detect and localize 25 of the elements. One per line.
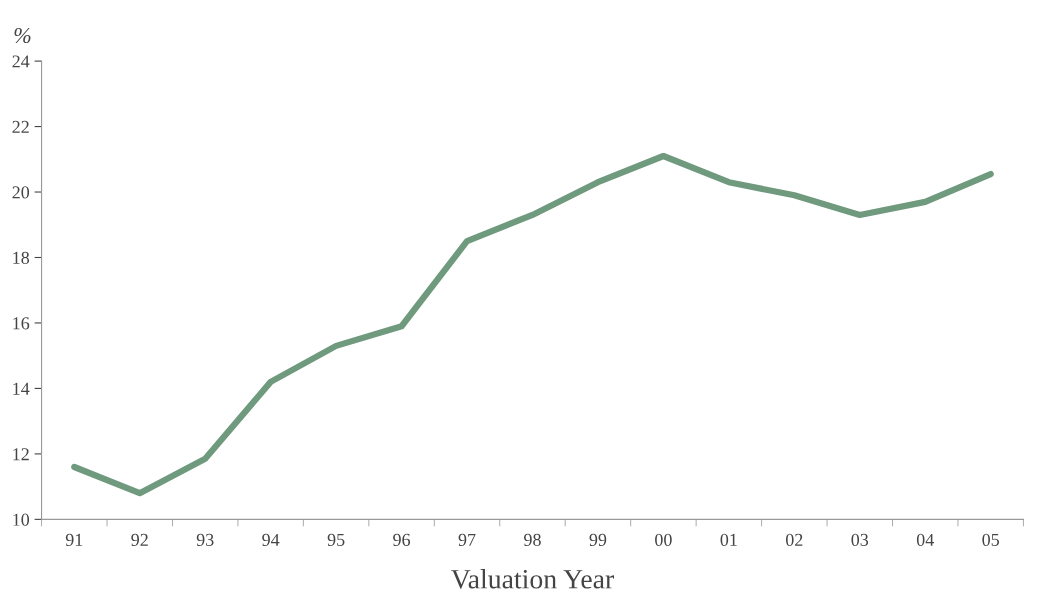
y-tick-label: 24	[12, 55, 30, 68]
y-axis-title: %	[14, 27, 31, 44]
y-tick-label: 22	[12, 120, 29, 133]
x-tick-label: 03	[851, 533, 869, 546]
x-tick-label: 05	[982, 533, 1000, 546]
x-tick-label: 02	[785, 533, 803, 546]
x-axis-title: Valuation Year	[451, 569, 615, 589]
x-tick-label: 94	[262, 533, 280, 546]
x-tick-label: 92	[131, 533, 148, 546]
x-tick-label: 93	[196, 533, 214, 546]
y-tick-label: 16	[13, 317, 30, 330]
x-tick-label: 99	[589, 533, 607, 546]
x-tick-label: 04	[916, 533, 934, 546]
x-tick-label: 98	[524, 533, 541, 546]
x-tick-label: 00	[655, 533, 672, 546]
y-tick-label: 10	[13, 513, 30, 526]
x-tick-label: 91	[65, 533, 83, 546]
x-tick-label: 96	[393, 533, 411, 546]
y-tick-label: 12	[13, 448, 29, 461]
x-tick-label: 97	[458, 533, 476, 546]
y-tick-label: 20	[12, 186, 30, 199]
y-tick-label: 18	[13, 251, 30, 264]
x-tick-label: 95	[327, 533, 345, 546]
x-tick-label: 01	[720, 533, 737, 546]
y-tick-label: 14	[13, 382, 30, 395]
